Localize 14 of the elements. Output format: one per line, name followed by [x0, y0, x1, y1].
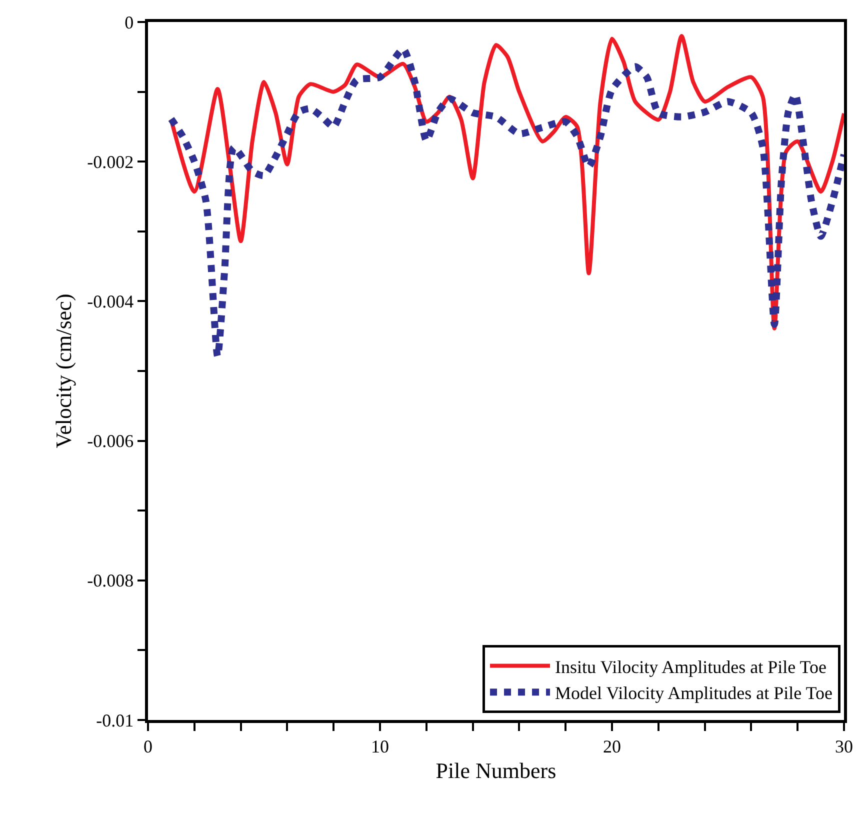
x-tick-label: 20: [603, 736, 621, 756]
x-tick-label: 30: [835, 736, 853, 756]
legend-label: Insitu Vilocity Amplitudes at Pile Toe: [555, 656, 827, 677]
y-tick-label: 0: [124, 12, 134, 32]
x-tick-label: 0: [144, 736, 152, 756]
y-tick-label: -0.004: [87, 292, 134, 312]
y-tick-label: -0.006: [87, 431, 134, 452]
y-tick-label: -0.002: [87, 152, 134, 172]
legend-label: Model Vilocity Amplitudes at Pile Toe: [555, 683, 833, 704]
y-tick-label: -0.008: [87, 570, 134, 591]
x-axis-title: Pile Numbers: [436, 758, 556, 784]
y-tick-label: -0.01: [96, 710, 134, 730]
y-axis-title: Velocity (cm/sec): [50, 294, 76, 448]
x-tick-label: 10: [371, 736, 389, 756]
